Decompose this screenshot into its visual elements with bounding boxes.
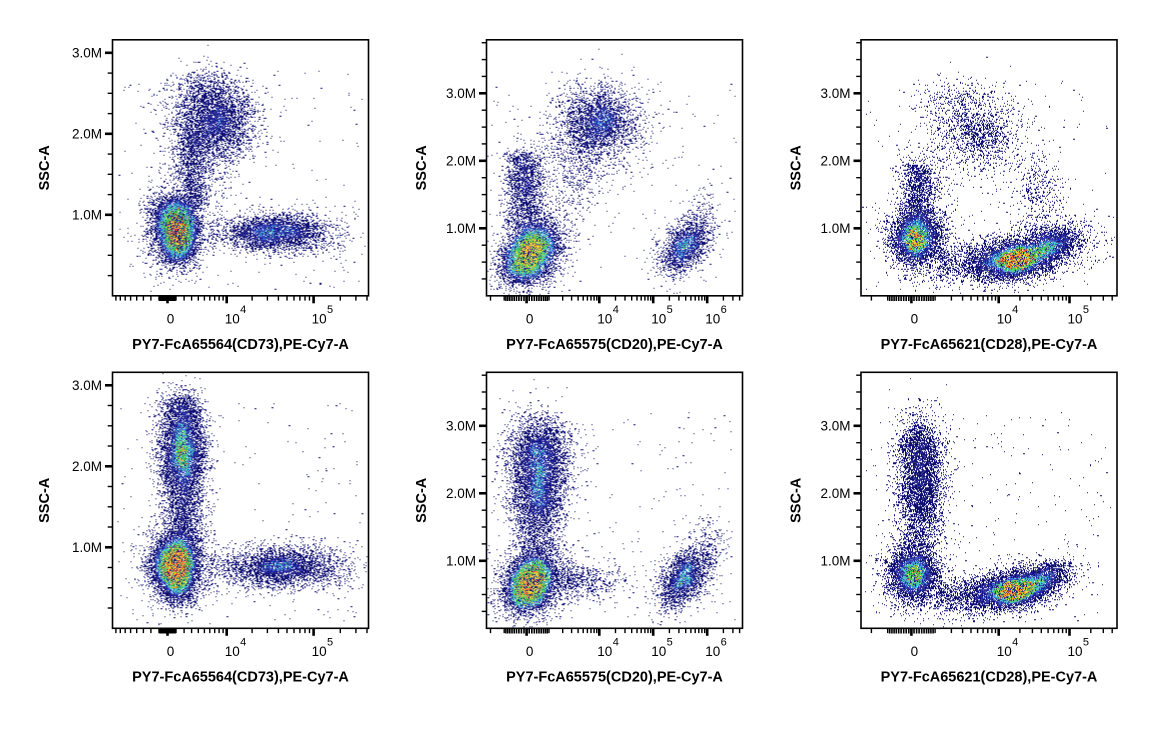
- svg-text:10: 10: [997, 311, 1012, 326]
- svg-text:SSC-A: SSC-A: [37, 477, 53, 523]
- svg-text:1.0M: 1.0M: [72, 540, 102, 555]
- svg-text:4: 4: [613, 304, 619, 316]
- svg-text:5: 5: [327, 304, 333, 316]
- svg-text:PY7-FcA65575(CD20),PE-Cy7-A: PY7-FcA65575(CD20),PE-Cy7-A: [506, 337, 723, 353]
- svg-text:5: 5: [1083, 304, 1089, 316]
- svg-text:10: 10: [651, 644, 666, 659]
- svg-text:5: 5: [667, 636, 673, 648]
- svg-text:10: 10: [312, 311, 327, 326]
- svg-text:0: 0: [526, 311, 534, 326]
- svg-text:10: 10: [312, 644, 327, 659]
- svg-text:10: 10: [225, 644, 240, 659]
- svg-text:PY7-FcA65564(CD73),PE-Cy7-A: PY7-FcA65564(CD73),PE-Cy7-A: [132, 337, 349, 353]
- svg-text:SSC-A: SSC-A: [414, 477, 430, 523]
- svg-text:3.0M: 3.0M: [820, 86, 850, 101]
- svg-text:10: 10: [651, 311, 666, 326]
- svg-text:4: 4: [240, 304, 246, 316]
- svg-text:1.0M: 1.0M: [446, 554, 476, 569]
- svg-text:1.0M: 1.0M: [820, 554, 850, 569]
- svg-text:10: 10: [225, 311, 240, 326]
- svg-text:0: 0: [911, 311, 919, 326]
- svg-text:3.0M: 3.0M: [72, 46, 102, 61]
- svg-text:6: 6: [721, 304, 727, 316]
- svg-text:SSC-A: SSC-A: [414, 145, 430, 191]
- svg-text:1.0M: 1.0M: [446, 221, 476, 236]
- svg-text:3.0M: 3.0M: [72, 378, 102, 393]
- svg-text:10: 10: [1068, 311, 1083, 326]
- svg-text:PY7-FcA65621(CD28),PE-Cy7-A: PY7-FcA65621(CD28),PE-Cy7-A: [881, 669, 1098, 685]
- svg-text:SSC-A: SSC-A: [37, 145, 53, 191]
- svg-text:10: 10: [705, 644, 720, 659]
- svg-text:10: 10: [597, 644, 612, 659]
- svg-text:1.0M: 1.0M: [72, 208, 102, 223]
- svg-text:4: 4: [613, 636, 619, 648]
- svg-text:4: 4: [1012, 304, 1018, 316]
- svg-text:5: 5: [1083, 636, 1089, 648]
- svg-text:10: 10: [997, 644, 1012, 659]
- svg-text:2.0M: 2.0M: [446, 154, 476, 169]
- svg-text:PY7-FcA65564(CD73),PE-Cy7-A: PY7-FcA65564(CD73),PE-Cy7-A: [132, 669, 349, 685]
- svg-text:2.0M: 2.0M: [446, 486, 476, 501]
- svg-text:2.0M: 2.0M: [72, 127, 102, 142]
- svg-text:0: 0: [911, 644, 919, 659]
- svg-text:3.0M: 3.0M: [446, 86, 476, 101]
- svg-text:3.0M: 3.0M: [446, 419, 476, 434]
- svg-text:5: 5: [327, 636, 333, 648]
- svg-text:4: 4: [240, 636, 246, 648]
- svg-text:0: 0: [167, 311, 175, 326]
- svg-text:10: 10: [705, 311, 720, 326]
- svg-text:0: 0: [167, 644, 175, 659]
- svg-text:SSC-A: SSC-A: [789, 477, 805, 523]
- svg-text:SSC-A: SSC-A: [789, 145, 805, 191]
- svg-text:PY7-FcA65575(CD20),PE-Cy7-A: PY7-FcA65575(CD20),PE-Cy7-A: [506, 669, 723, 685]
- svg-text:1.0M: 1.0M: [820, 221, 850, 236]
- svg-text:10: 10: [597, 311, 612, 326]
- svg-text:6: 6: [721, 636, 727, 648]
- svg-text:4: 4: [1012, 636, 1018, 648]
- svg-text:2.0M: 2.0M: [820, 486, 850, 501]
- svg-text:3.0M: 3.0M: [820, 419, 850, 434]
- svg-text:10: 10: [1068, 644, 1083, 659]
- svg-text:2.0M: 2.0M: [72, 459, 102, 474]
- svg-text:2.0M: 2.0M: [820, 154, 850, 169]
- svg-text:PY7-FcA65621(CD28),PE-Cy7-A: PY7-FcA65621(CD28),PE-Cy7-A: [881, 337, 1098, 353]
- svg-text:5: 5: [667, 304, 673, 316]
- svg-text:0: 0: [526, 644, 534, 659]
